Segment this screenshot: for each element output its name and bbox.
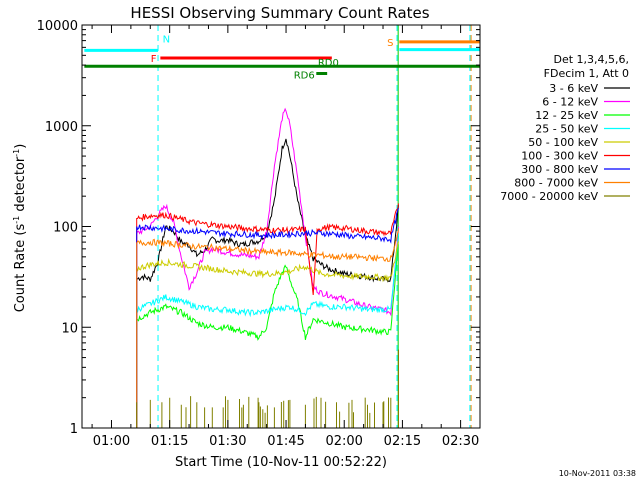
chart-title: HESSI Observing Summary Count Rates: [130, 4, 429, 22]
legend-label-0: 3 - 6 keV: [549, 82, 598, 95]
y-tick-label-1: 10: [61, 321, 78, 336]
series-lines: [136, 107, 399, 428]
flag-label-4: S: [387, 38, 393, 49]
legend-label-8: 7000 - 20000 keV: [500, 190, 598, 203]
plot-frame: [81, 24, 481, 429]
y-tick-label-0: 1: [70, 422, 78, 437]
x-tick-label-4: 02:00: [325, 434, 362, 449]
flag-label-1: F: [151, 54, 157, 65]
series-line-0: [136, 138, 399, 428]
flag-label-3: RD6: [294, 71, 315, 82]
legend-label-6: 300 - 800 keV: [521, 163, 598, 176]
legend-label-2: 12 - 25 keV: [535, 109, 598, 122]
legend-header-1: Det 1,3,4,5,6,: [553, 53, 629, 66]
legend-label-7: 800 - 7000 keV: [514, 177, 598, 190]
y-axis-label: Count Rate (s-1 detector-1): [12, 144, 28, 313]
legend-header-2: FDecim 1, Att 0: [544, 67, 629, 80]
legend-label-1: 6 - 12 keV: [542, 96, 598, 109]
x-tick-label-5: 02:15: [384, 434, 421, 449]
timestamp: 10-Nov-2011 03:38: [559, 469, 636, 478]
series-line-2: [136, 235, 399, 428]
x-tick-label-2: 01:30: [209, 434, 246, 449]
series-line-3: [136, 233, 399, 428]
series-line-4: [136, 241, 399, 428]
series-line-7: [136, 228, 399, 428]
x-tick-label-3: 01:45: [267, 434, 304, 449]
series-line-5: [136, 203, 399, 428]
flag-label-2: RD0: [318, 58, 339, 69]
legend-label-4: 50 - 100 keV: [528, 136, 598, 149]
flag-label-0: N: [163, 34, 170, 45]
x-tick-label-6: 02:30: [442, 434, 479, 449]
x-axis-label: Start Time (10-Nov-11 00:52:22): [175, 455, 387, 470]
vertical-markers: [157, 25, 472, 428]
y-tick-label-2: 100: [53, 221, 78, 236]
series-line-1: [136, 107, 399, 428]
series-line-6: [136, 208, 399, 428]
x-tick-label-1: 01:15: [151, 434, 188, 449]
x-axis-ticks: 01:00 01:15 01:30 01:45 02:00 02:15 02:30: [91, 25, 479, 449]
legend-label-3: 25 - 50 keV: [535, 123, 598, 136]
series-line-8: [136, 349, 399, 428]
x-tick-label-0: 01:00: [93, 434, 130, 449]
y-tick-label-4: 10000: [37, 19, 78, 34]
y-tick-label-3: 1000: [45, 120, 78, 135]
y-axis-ticks: 1 10 100 1000 10000: [37, 19, 480, 437]
legend-label-5: 100 - 300 keV: [521, 150, 598, 163]
